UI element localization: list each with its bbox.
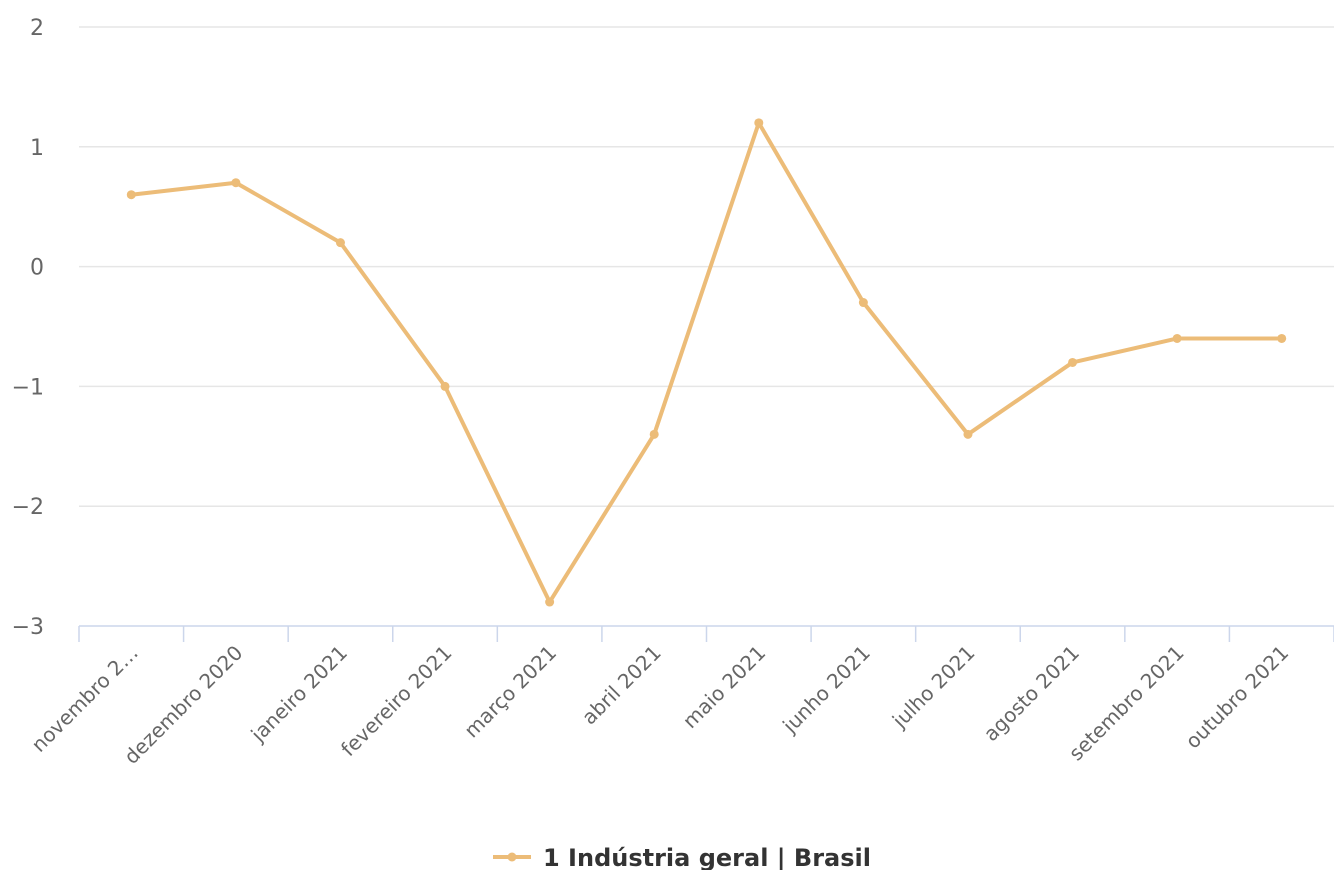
y-tick-label: −1 [12,375,44,400]
y-tick-label: −2 [12,495,44,520]
x-tick-label: outubro 2021 [1181,641,1294,754]
y-tick-label: 2 [30,16,44,41]
grid-lines [79,26,1334,507]
legend-marker [507,852,517,862]
data-point[interactable] [440,381,450,391]
x-tick-label: junho 2021 [777,641,875,739]
data-point[interactable] [754,118,764,128]
legend[interactable]: 1 Indústria geral | Brasil [493,844,871,870]
y-axis-labels: 2 1 0 −1 −2 −3 [12,16,44,640]
x-tick-label: fevereiro 2021 [336,641,456,761]
x-tick-label: agosto 2021 [979,641,1084,746]
legend-label[interactable]: 1 Indústria geral | Brasil [543,844,871,870]
data-point[interactable] [858,298,868,308]
data-point[interactable] [545,597,555,607]
data-point[interactable] [335,238,345,248]
x-tick-label: novembro 2… [27,641,143,757]
data-point[interactable] [1068,357,1078,367]
x-tick-label: janeiro 2021 [245,641,352,748]
y-tick-label: 0 [30,256,44,281]
data-point[interactable] [231,178,241,188]
data-point[interactable] [649,429,659,439]
data-point[interactable] [963,429,973,439]
x-tick-label: abril 2021 [577,641,666,730]
series-layer [126,118,1287,607]
data-point[interactable] [1172,333,1182,343]
y-tick-label: 1 [30,136,44,161]
x-tick-label: maio 2021 [678,641,770,733]
x-tick-label: julho 2021 [887,641,980,734]
data-point[interactable] [1277,333,1287,343]
x-tick-label: setembro 2021 [1064,641,1189,766]
y-tick-label: −3 [12,615,44,640]
series-line [129,120,1284,605]
x-tick-label: março 2021 [459,641,561,743]
data-point[interactable] [126,190,136,200]
x-axis [78,625,1334,642]
